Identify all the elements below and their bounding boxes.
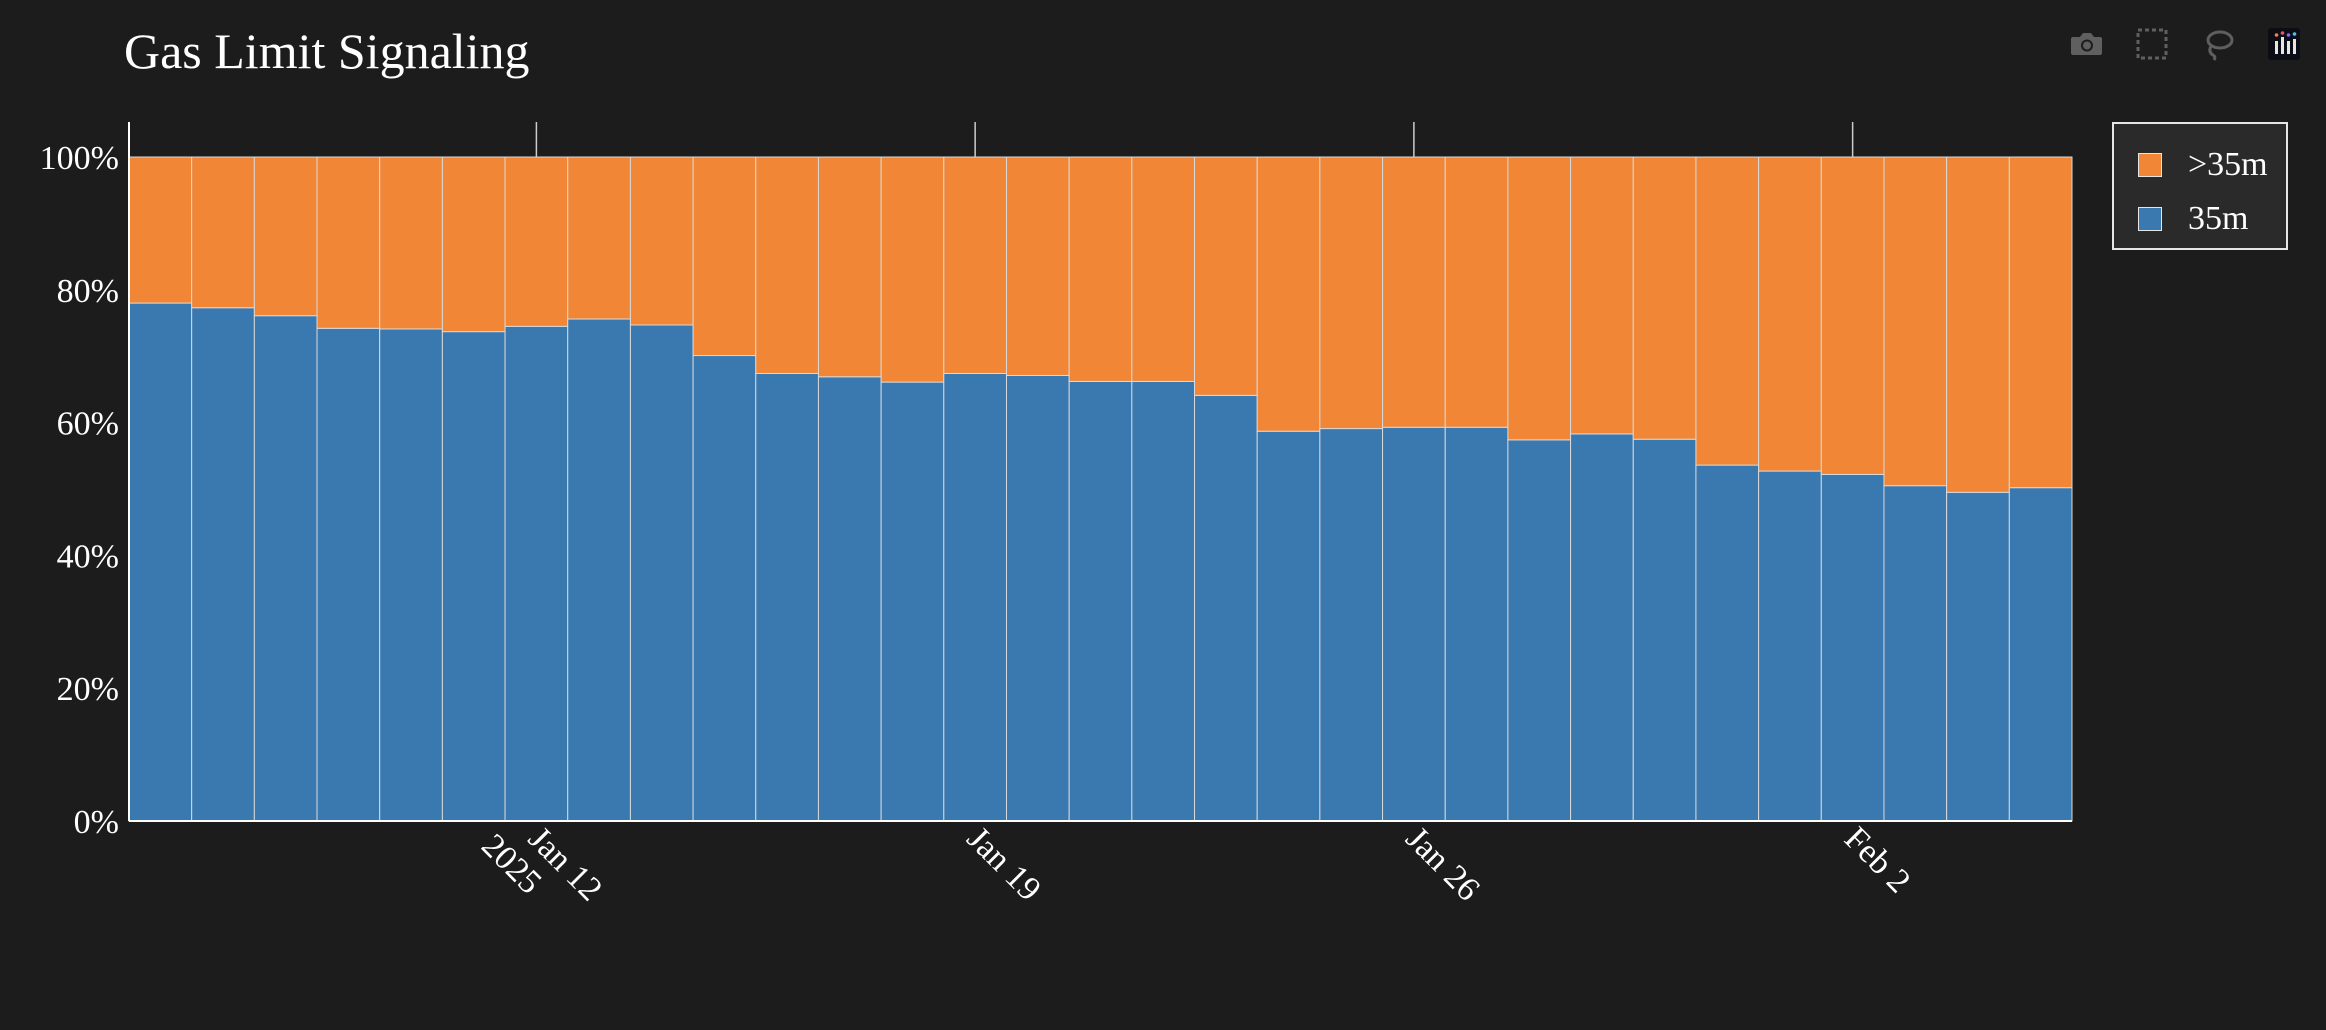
bar-35m[interactable] (1507, 439, 1572, 822)
bar-gt35m[interactable] (504, 156, 569, 327)
bar-gt35m[interactable] (1820, 156, 1885, 475)
bar-35m[interactable] (567, 318, 631, 822)
bar-gt35m[interactable] (880, 156, 945, 383)
bar-gt35m[interactable] (1131, 156, 1196, 382)
bar-gt35m[interactable] (1382, 156, 1446, 428)
bar-gt35m[interactable] (1570, 156, 1634, 435)
bar-gt35m[interactable] (1946, 156, 2010, 493)
bar-gt35m[interactable] (692, 156, 757, 357)
bar-gt35m[interactable] (755, 156, 819, 374)
bar-gt35m[interactable] (1695, 156, 1760, 466)
y-tick-label: 100% (40, 140, 119, 177)
bar-gt35m[interactable] (441, 156, 506, 333)
bar-gt35m[interactable] (253, 156, 318, 317)
y-tick-label: 60% (57, 406, 119, 443)
legend-swatch-35m (2138, 207, 2162, 231)
bar-35m[interactable] (1319, 428, 1384, 822)
bar-gt35m[interactable] (817, 156, 882, 378)
bar-35m[interactable] (755, 372, 819, 822)
bar-gt35m[interactable] (943, 156, 1007, 374)
bar-35m[interactable] (1883, 485, 1948, 822)
legend-swatch-gt35m (2138, 153, 2162, 177)
bar-gt35m[interactable] (2008, 156, 2073, 489)
legend-label: >35m (2188, 146, 2268, 183)
box-select-icon[interactable] (2132, 24, 2172, 64)
bar-35m[interactable] (629, 324, 694, 822)
bar-35m[interactable] (441, 331, 506, 822)
bar-35m[interactable] (2008, 487, 2073, 822)
bar-gt35m[interactable] (1507, 156, 1572, 441)
y-tick-label: 0% (74, 804, 119, 841)
bar-gt35m[interactable] (1883, 156, 1948, 487)
y-tick-label: 40% (57, 538, 119, 575)
chart-title: Gas Limit Signaling (124, 23, 530, 79)
bar-gt35m[interactable] (1068, 156, 1133, 382)
legend-item-35m[interactable]: 35m (2138, 192, 2286, 246)
bar-35m[interactable] (379, 328, 443, 822)
legend-label: 35m (2188, 200, 2249, 237)
bar-35m[interactable] (1256, 430, 1321, 822)
y-tick-label: 80% (57, 273, 119, 310)
bar-35m[interactable] (817, 376, 882, 822)
camera-icon[interactable] (2066, 24, 2106, 64)
bar-gt35m[interactable] (379, 156, 443, 330)
bar-gt35m[interactable] (1005, 156, 1070, 376)
plotly-logo-icon[interactable] (2264, 24, 2304, 64)
bar-35m[interactable] (191, 307, 255, 822)
bar-35m[interactable] (1131, 380, 1196, 822)
bar-35m[interactable] (1820, 473, 1885, 822)
lasso-select-icon[interactable] (2198, 24, 2238, 64)
bar-35m[interactable] (1194, 394, 1258, 822)
bar-35m[interactable] (943, 372, 1007, 822)
bar-35m[interactable] (1570, 433, 1634, 822)
bar-gt35m[interactable] (1194, 156, 1258, 396)
x-tick-label: Jan 26 (1398, 820, 1486, 908)
bar-35m[interactable] (880, 381, 945, 822)
legend: >35m 35m (2112, 122, 2288, 250)
bar-gt35m[interactable] (1319, 156, 1384, 430)
bars-layer (128, 156, 2073, 822)
x-tick-label-group: Jan 26 (1398, 820, 1486, 908)
bar-gt35m[interactable] (128, 156, 193, 304)
x-tick-label-group: Feb 2 (1837, 820, 1917, 900)
bar-gt35m[interactable] (191, 156, 255, 309)
y-tick-label: 20% (57, 671, 119, 708)
x-tick-label-group: Jan 19 (960, 820, 1048, 908)
x-tick-label: Jan 19 (960, 820, 1048, 908)
bar-35m[interactable] (1005, 374, 1070, 822)
bar-35m[interactable] (1632, 438, 1697, 822)
bar-35m[interactable] (316, 327, 381, 822)
bar-35m[interactable] (1444, 426, 1509, 822)
bar-35m[interactable] (1068, 380, 1133, 822)
bar-gt35m[interactable] (567, 156, 631, 320)
legend-item-gt35m[interactable]: >35m (2138, 138, 2286, 192)
bar-gt35m[interactable] (1256, 156, 1321, 432)
bar-35m[interactable] (1695, 464, 1760, 822)
bar-35m[interactable] (692, 355, 757, 822)
bar-gt35m[interactable] (1758, 156, 1822, 472)
bar-35m[interactable] (128, 302, 193, 822)
x-tick-label: Feb 2 (1837, 820, 1917, 900)
bar-35m[interactable] (253, 315, 318, 822)
bar-35m[interactable] (504, 325, 569, 822)
bar-gt35m[interactable] (629, 156, 694, 326)
bar-35m[interactable] (1946, 491, 2010, 822)
modebar (2066, 24, 2304, 64)
bar-35m[interactable] (1382, 426, 1446, 822)
bar-35m[interactable] (1758, 470, 1822, 822)
bar-gt35m[interactable] (1632, 156, 1697, 440)
bar-gt35m[interactable] (316, 156, 381, 329)
bar-gt35m[interactable] (1444, 156, 1509, 428)
